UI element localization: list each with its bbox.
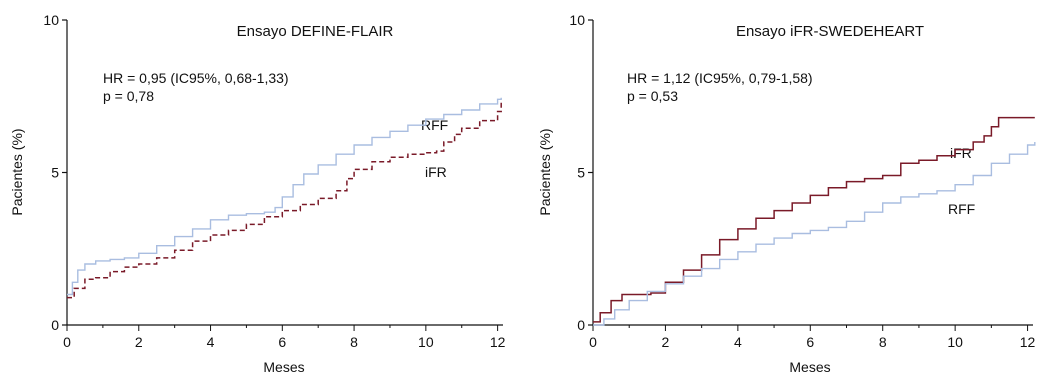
series-line-ifr bbox=[67, 102, 502, 299]
series-line-rff bbox=[67, 97, 502, 296]
x-axis-label: Meses bbox=[263, 359, 304, 375]
chart-title: Ensayo DEFINE-FLAIR bbox=[237, 23, 394, 40]
x-axis-label: Meses bbox=[789, 359, 830, 375]
x-tick-label: 8 bbox=[879, 334, 887, 350]
x-tick-label: 12 bbox=[490, 334, 506, 350]
x-tick-label: 12 bbox=[1020, 334, 1036, 350]
hazard-ratio-annotation: HR = 0,95 (IC95%, 0,68-1,33) bbox=[103, 70, 289, 86]
y-tick-label: 0 bbox=[577, 317, 585, 333]
chart-title: Ensayo iFR-SWEDEHEART bbox=[736, 23, 924, 40]
x-tick-label: 2 bbox=[135, 334, 143, 350]
chart-panel-ifr-swedeheart: Ensayo iFR-SWEDEHEART Pacientes (%) Mese… bbox=[537, 12, 1036, 375]
x-tick-label: 4 bbox=[734, 334, 742, 350]
x-tick-label: 6 bbox=[806, 334, 814, 350]
y-axis-label: Pacientes (%) bbox=[9, 128, 25, 215]
y-tick-label: 0 bbox=[51, 317, 59, 333]
series-label-rff: RFF bbox=[948, 201, 975, 217]
x-tick-label: 0 bbox=[589, 334, 597, 350]
series-label-ifr: iFR bbox=[425, 164, 447, 180]
p-value-annotation: p = 0,78 bbox=[103, 88, 154, 104]
chart-panel-define-flair: Ensayo DEFINE-FLAIR Pacientes (%) Meses … bbox=[9, 12, 506, 375]
x-tick-label: 8 bbox=[350, 334, 358, 350]
p-value-annotation: p = 0,53 bbox=[627, 88, 678, 104]
x-tick-label: 10 bbox=[418, 334, 434, 350]
series-label-ifr: iFR bbox=[950, 145, 972, 161]
y-axis-label: Pacientes (%) bbox=[537, 128, 553, 215]
y-tick-label: 10 bbox=[43, 12, 59, 28]
x-tick-label: 2 bbox=[662, 334, 670, 350]
x-tick-label: 6 bbox=[278, 334, 286, 350]
series-label-rff: RFF bbox=[421, 117, 448, 133]
x-tick-label: 10 bbox=[947, 334, 963, 350]
series-line-ifr bbox=[593, 116, 1035, 323]
y-tick-label: 5 bbox=[51, 165, 59, 181]
y-tick-label: 10 bbox=[569, 12, 585, 28]
series-line-rff bbox=[593, 142, 1036, 326]
x-tick-label: 4 bbox=[207, 334, 215, 350]
hazard-ratio-annotation: HR = 1,12 (IC95%, 0,79-1,58) bbox=[627, 70, 813, 86]
y-tick-label: 5 bbox=[577, 165, 585, 181]
x-tick-label: 0 bbox=[63, 334, 71, 350]
